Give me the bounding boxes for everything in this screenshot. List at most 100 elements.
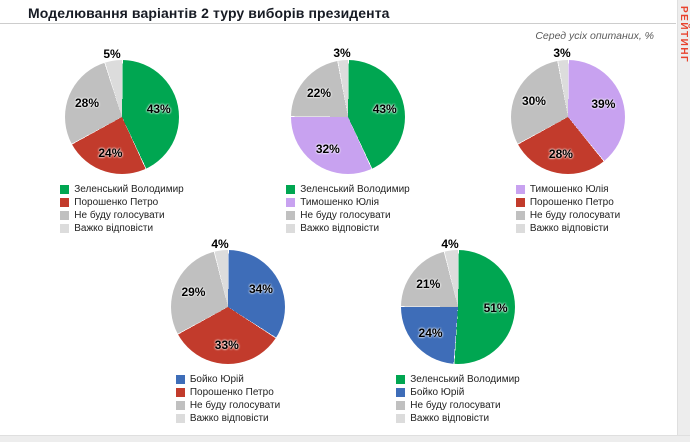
pie-percentage-label: 22% — [306, 86, 332, 101]
pie-percentage-label: 51% — [483, 301, 508, 316]
legend-swatch — [286, 224, 296, 233]
legend-swatch — [396, 388, 406, 397]
page-title: Моделювання варіантів 2 туру виборів пре… — [28, 5, 390, 21]
legend-item: Важко відповісти — [515, 223, 620, 234]
pie-percentage-label: 28% — [548, 146, 573, 161]
legend-label: Бойко Юрій — [189, 374, 244, 385]
pie-percentage-label: 34% — [248, 281, 273, 296]
legend-label: Не буду голосувати — [74, 210, 165, 221]
legend-swatch — [396, 414, 406, 423]
pie-percentage-label: 29% — [181, 285, 206, 300]
pie-percentage-label: 24% — [418, 325, 443, 340]
legend-label: Бойко Юрій — [410, 387, 465, 398]
legend-label: Порошенко Петро — [189, 387, 274, 398]
legend-label: Не буду голосувати — [529, 210, 621, 221]
legend-item: Тимошенко Юлія — [515, 184, 620, 195]
pie-percentage-label: 21% — [416, 276, 441, 291]
pie: 43% 24% 28% 5% — [65, 47, 179, 174]
legend-item: Не буду голосувати — [286, 210, 409, 221]
legend-item: Важко відповісти — [175, 413, 280, 424]
legend-item: Порошенко Петро — [175, 387, 280, 398]
legend-item: Зеленський Володимир — [60, 184, 184, 195]
legend-swatch — [60, 224, 70, 233]
legend: Бойко Юрій Порошенко Петро Не буду голосув… — [175, 374, 281, 424]
pie-percentage-label: 30% — [521, 93, 546, 108]
legend-label: Зеленський Володимир — [300, 184, 410, 195]
legend: Тимошенко Юлія Порошенко Петро Не буду гол… — [515, 184, 621, 234]
legend-label: Тимошенко Юлія — [300, 197, 380, 208]
pie: 39% 28% 30% 3% — [511, 46, 625, 174]
page-edge-bottom — [0, 435, 690, 442]
legend-item: Зеленський Володимир — [396, 374, 520, 385]
legend-item: Тимошенко Юлія — [286, 197, 409, 208]
legend: Зеленський Володимир Тимошенко Юлія Не буд… — [286, 184, 410, 234]
page-edge-right — [677, 0, 690, 442]
legend-swatch — [396, 401, 406, 410]
legend-swatch — [60, 198, 70, 207]
chart-boiko-vs-poroshenko: 34% 33% 29% 4% Бойко Юрій Порошенко Петро Не … — [128, 237, 328, 426]
legend-label: Важко відповісти — [300, 223, 380, 234]
legend-swatch — [396, 375, 406, 384]
pie-percentage-label: 39% — [591, 97, 616, 112]
legend-item: Бойко Юрій — [396, 387, 519, 398]
legend-swatch — [175, 401, 185, 410]
legend-label: Важко відповісти — [74, 223, 154, 234]
chart-zelenskyi-vs-tymoshenko: 43% 32% 22% 3% Зеленський Володимир Тимошенк… — [248, 46, 448, 236]
legend-label: Не буду голосувати — [189, 400, 281, 411]
legend-item: Не буду голосувати — [175, 400, 281, 411]
chart-zelenskyi-vs-poroshenko: 43% 24% 28% 5% Зеленський Володимир Порошенк… — [22, 47, 222, 236]
pie: 34% 33% 29% 4% — [171, 237, 285, 364]
legend-swatch — [286, 211, 296, 220]
legend-item: Важко відповісти — [60, 223, 183, 234]
pie: 51% 24% 21% 4% — [401, 237, 515, 364]
legend-swatch — [515, 211, 525, 220]
legend-label: Зеленський Володимир — [74, 184, 184, 195]
legend-label: Порошенко Петро — [529, 197, 614, 208]
pie-percentage-label: 28% — [75, 96, 100, 111]
chart-zelenskyi-vs-boiko: 51% 24% 21% 4% Зеленський Володимир Бойко Юр… — [358, 237, 558, 426]
legend-item: Бойко Юрій — [175, 374, 280, 385]
legend-swatch — [175, 375, 185, 384]
legend-item: Зеленський Володимир — [286, 184, 410, 195]
pie-percentage-label: 5% — [103, 46, 121, 61]
legend-swatch — [515, 185, 525, 194]
pie-percentage-label: 4% — [441, 236, 459, 251]
legend-item: Важко відповісти — [286, 223, 409, 234]
pie-percentage-label: 32% — [315, 141, 340, 156]
legend-item: Не буду голосувати — [515, 210, 621, 221]
legend-swatch — [515, 224, 525, 233]
legend-label: Важко відповісти — [410, 413, 490, 424]
pie-percentage-label: 24% — [98, 145, 123, 160]
legend-swatch — [515, 198, 525, 207]
legend-label: Не буду голосувати — [300, 210, 391, 221]
legend-swatch — [60, 185, 70, 194]
legend-label: Важко відповісти — [189, 413, 269, 424]
pie-percentage-label: 43% — [146, 101, 171, 116]
legend-item: Не буду голосувати — [60, 210, 183, 221]
legend-label: Важко відповісти — [529, 223, 609, 234]
legend-label: Тимошенко Юлія — [529, 184, 609, 195]
title-divider — [0, 23, 676, 24]
legend-swatch — [175, 388, 185, 397]
pie-percentage-label: 3% — [553, 46, 571, 61]
pie-percentage-label: 4% — [211, 236, 229, 251]
pie-percentage-label: 3% — [333, 46, 351, 61]
legend-label: Порошенко Петро — [74, 197, 159, 208]
pie-percentage-label: 43% — [372, 101, 397, 116]
legend-item: Не буду голосувати — [396, 400, 519, 411]
legend-swatch — [286, 198, 296, 207]
legend-label: Зеленський Володимир — [410, 374, 520, 385]
pie-percentage-label: 33% — [214, 337, 239, 352]
legend: Зеленський Володимир Бойко Юрій Не буду го… — [396, 374, 520, 424]
legend-item: Порошенко Петро — [60, 197, 183, 208]
legend-item: Важко відповісти — [396, 413, 519, 424]
legend: Зеленський Володимир Порошенко Петро Не бу… — [60, 184, 184, 234]
legend-swatch — [60, 211, 70, 220]
chart-tymoshenko-vs-poroshenko: 39% 28% 30% 3% Тимошенко Юлія Порошенко Петр… — [468, 46, 668, 236]
pie: 43% 32% 22% 3% — [291, 46, 405, 174]
legend-swatch — [175, 414, 185, 423]
legend-label: Не буду голосувати — [410, 400, 501, 411]
legend-swatch — [286, 185, 296, 194]
chart-subtitle: Серед усіх опитаних, % — [535, 30, 654, 42]
